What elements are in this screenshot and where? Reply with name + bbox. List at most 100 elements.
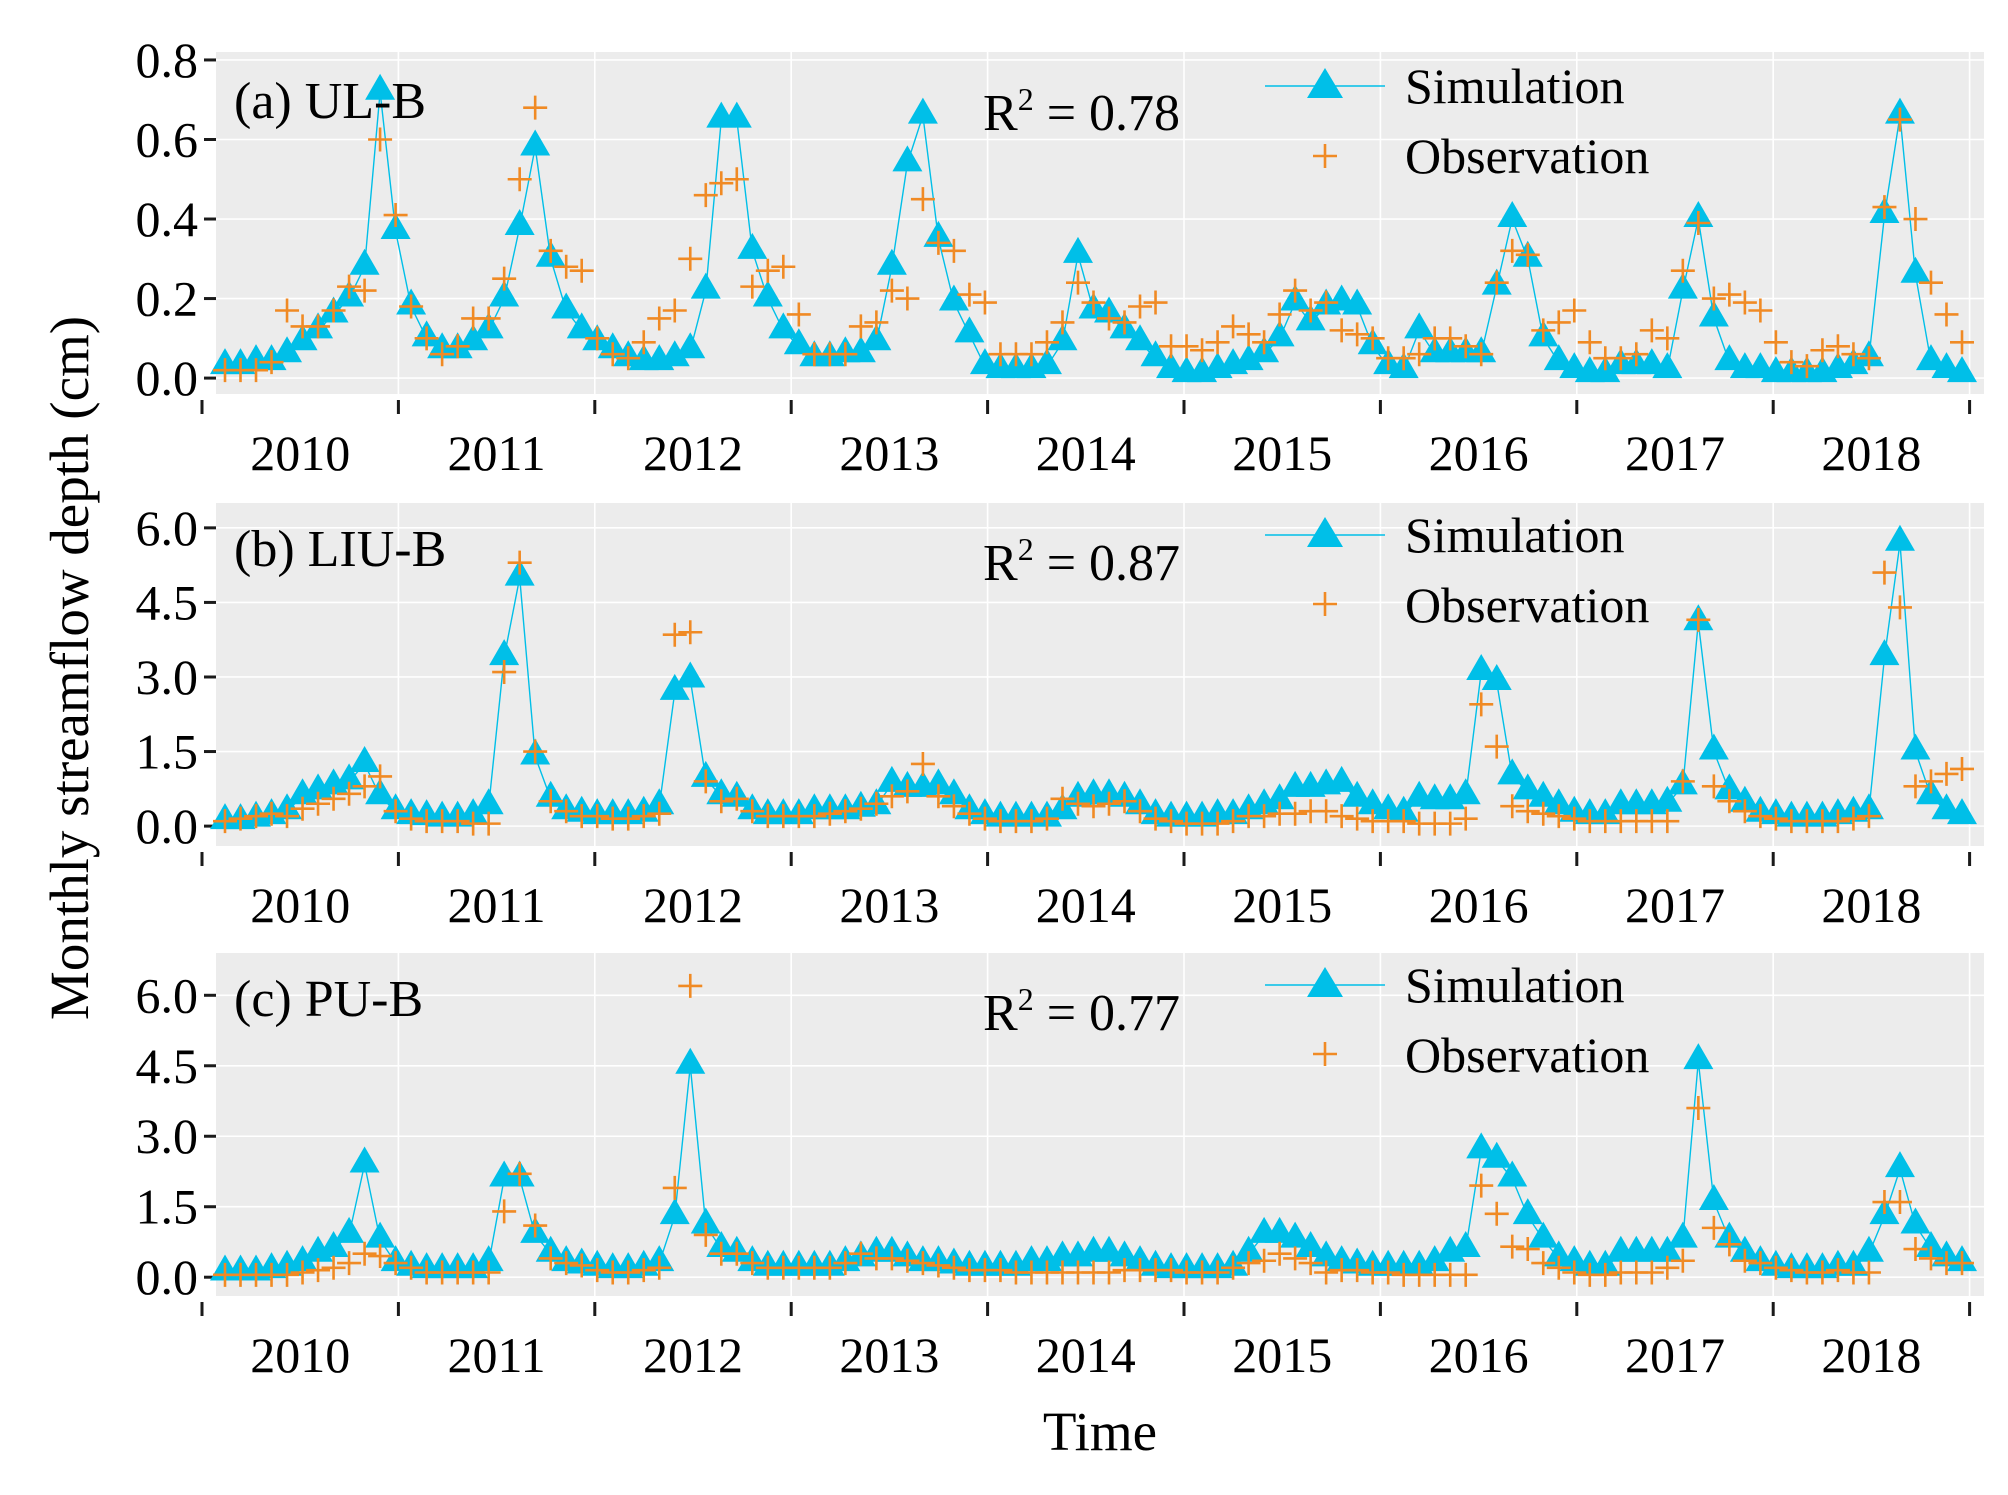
panel-c-observation-point	[1856, 1260, 1881, 1285]
panel-a-observation-point	[492, 266, 517, 291]
panel-a-observation-point	[1918, 270, 1943, 295]
panel-c-simulation-point	[473, 1245, 504, 1272]
panel-c-observation-point	[1639, 1260, 1664, 1285]
panel-c-simulation-point	[1698, 1184, 1729, 1211]
panel-b-simulation-point	[1652, 785, 1683, 812]
panel-b-observation-point	[1329, 804, 1354, 829]
panel-a-observation-point	[1112, 310, 1137, 335]
panel-c-observation-point	[1701, 1215, 1726, 1240]
panel-a-r-squared: R2 = 0.78	[983, 81, 1180, 142]
panel-a-observation-point	[259, 350, 284, 375]
panel-c-observation-point	[1283, 1246, 1308, 1271]
panel-c-observation-point	[1562, 1260, 1587, 1285]
panel-c-simulation-point	[1884, 1151, 1915, 1178]
panel-a-legend-simulation-marker	[1307, 68, 1343, 98]
panel-b-simulation-point	[1342, 780, 1373, 807]
panel-a-observation-point	[631, 330, 656, 355]
panel-a-observation-point	[1283, 278, 1308, 303]
panel-c-observation-point	[1376, 1260, 1401, 1285]
panel-b-observation-point	[1019, 809, 1044, 834]
panel-a-observation-point	[1732, 290, 1757, 315]
panel-a-x-tick-label: 2012	[643, 425, 743, 481]
panel-b-simulation-point	[644, 788, 675, 815]
panel-a-observation-point	[1887, 107, 1912, 132]
panel-c-simulation-point	[334, 1216, 365, 1243]
panel-b-observation-point	[554, 799, 579, 824]
panel-a-simulation-point	[1047, 324, 1078, 351]
panel-a-x-axis: 2010 2011 2012 2013 2014 2015 2016 2017 2018	[200, 52, 1972, 481]
panel-b-observation-point	[1314, 799, 1339, 824]
panel-b-observation-point	[445, 809, 470, 834]
panel-b-simulation-point	[1543, 788, 1574, 815]
panel-b-observation-point	[864, 791, 889, 816]
panel-b-observation-point	[1670, 769, 1695, 794]
panel-b-simulation-point	[1264, 783, 1295, 810]
panel-b-observation-point	[1856, 804, 1881, 829]
panel-b-simulation-point	[1512, 773, 1543, 800]
panel-b-observation-point	[1500, 794, 1525, 819]
panel-a-observation-point	[926, 230, 951, 255]
panel-c-observation-point	[926, 1253, 951, 1278]
panel-b-observation-point	[879, 784, 904, 809]
panel-a-observation-point	[1531, 318, 1556, 343]
panel-c-simulation-point	[1419, 1245, 1450, 1272]
panel-b-observation-point	[817, 801, 842, 826]
panel-a-observation-point	[1779, 350, 1804, 375]
panel-b-observation-point	[1872, 560, 1897, 585]
panel-b-observation-point	[1934, 761, 1959, 786]
panel-a-observation-point	[1546, 310, 1571, 335]
panel-b-r-squared-sup: 2	[1018, 531, 1034, 567]
panel-c-observation-point	[678, 973, 703, 998]
panel-b-observation-point	[1221, 809, 1246, 834]
panel-c-x-tick-label: 2017	[1625, 1327, 1725, 1383]
panel-a-y-tick-label: 0.2	[136, 271, 199, 327]
panel-a-observation-point	[414, 326, 439, 351]
panel-c-observation-point	[1686, 1096, 1711, 1121]
panel-c-observation-point	[1221, 1255, 1246, 1280]
panel-c-observation-point	[523, 1213, 548, 1238]
panel-b-observation-point	[616, 806, 641, 831]
panel-a-observation-point	[1034, 330, 1059, 355]
panel-b-simulation-point	[489, 639, 520, 666]
panel-b-observation-point	[383, 799, 408, 824]
panel-c-observation-point	[1314, 1260, 1339, 1285]
panel-c-legend-simulation-marker	[1307, 967, 1343, 997]
panel-a-observation-point	[1236, 322, 1261, 347]
panel-a-observation-point	[1097, 306, 1122, 331]
panel-b-simulation-point	[1884, 524, 1915, 551]
panel-c-simulation-point	[287, 1245, 318, 1272]
panel-b-observation-point	[910, 751, 935, 776]
panel-c-observation-point	[1748, 1251, 1773, 1276]
panel-c-observation-point	[1763, 1255, 1788, 1280]
panel-a-observation-point	[1205, 330, 1230, 355]
panel-a-observation-point	[1670, 258, 1695, 283]
panel-c-observation-point	[554, 1251, 579, 1276]
panel-a-observation-point	[833, 342, 858, 367]
panel-c-simulation-point	[1497, 1160, 1528, 1187]
panel-c-x-tick-label: 2018	[1821, 1327, 1921, 1383]
panel-a-observation-point	[1019, 342, 1044, 367]
panel-c-r-squared-sup: 2	[1018, 981, 1034, 1017]
panel-a-observation-point	[337, 274, 362, 299]
panel-a-x-tick-label: 2010	[250, 425, 350, 481]
panel-b-observation-point	[1546, 804, 1571, 829]
panel-b-observation-point	[1065, 791, 1090, 816]
panel-b-observation-point	[1097, 791, 1122, 816]
panel-a-observation-point	[1190, 338, 1215, 363]
panel-b-x-tick-label: 2013	[839, 877, 939, 933]
panel-b-observation-point	[1391, 809, 1416, 834]
panel-a-label: (a) UL-B	[234, 73, 426, 130]
panel-a-simulation-point	[721, 101, 752, 128]
panel-b-observation-point	[1950, 756, 1974, 781]
panel-a-simulation-point	[504, 208, 535, 235]
panel-c-observation-point	[988, 1258, 1013, 1283]
panel-a-observation-point	[693, 183, 718, 208]
panel-c-observation-point	[848, 1241, 873, 1266]
panel-a-legend-observation-label: Observation	[1405, 128, 1649, 184]
panel-b-y-tick-label: 0.0	[136, 798, 199, 854]
panel-a-observation-point	[864, 310, 889, 335]
panel-b-observation-point	[926, 784, 951, 809]
panel-a-legend-simulation-label: Simulation	[1405, 58, 1624, 114]
panel-a-observation-point	[1810, 338, 1835, 363]
panel-c-r-squared-prefix: R	[983, 985, 1018, 1042]
